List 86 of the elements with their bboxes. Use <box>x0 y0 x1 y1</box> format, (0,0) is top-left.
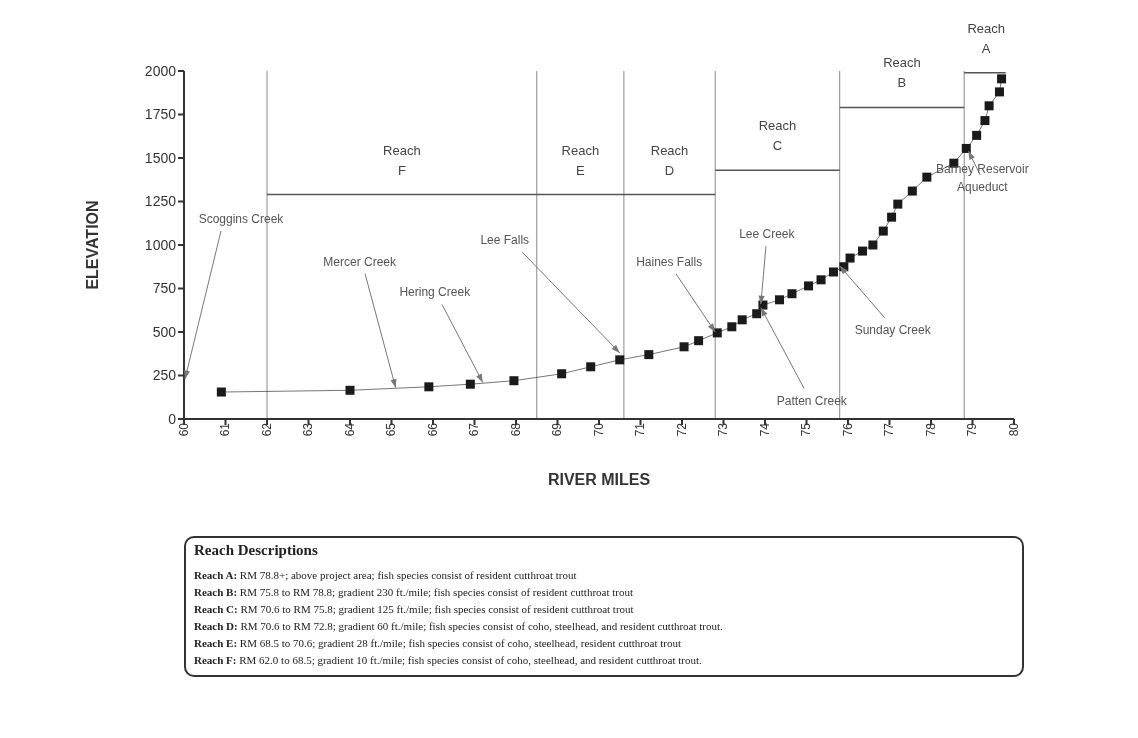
point <box>424 382 434 392</box>
annotation: Reach C <box>758 118 797 153</box>
x-tick-label: 77 <box>882 422 897 437</box>
x-tick-label: 73 <box>716 422 731 437</box>
annotation: Lee Creek <box>739 227 796 242</box>
point <box>804 281 814 291</box>
y-tick-label: 0 <box>168 410 177 427</box>
point <box>828 267 838 277</box>
annotation: Sunday Creek <box>854 322 932 337</box>
x-tick-label: 65 <box>384 422 399 437</box>
annotation: Reach E <box>561 143 600 178</box>
x-axis-title: RIVER MILES <box>547 471 651 488</box>
point <box>878 226 888 236</box>
point <box>922 172 932 182</box>
point <box>775 295 785 305</box>
x-tick-label: 60 <box>176 422 191 437</box>
y-tick-label: 1000 <box>144 236 177 253</box>
x-tick-label: 66 <box>425 422 440 437</box>
x-tick-label: 80 <box>1006 422 1021 437</box>
y-tick-label: 250 <box>152 367 177 384</box>
x-tick-label: 67 <box>467 422 482 437</box>
point <box>961 143 971 153</box>
point <box>845 253 855 263</box>
point <box>679 342 689 352</box>
x-tick-label: 75 <box>799 422 814 437</box>
x-tick-label: 79 <box>965 422 980 437</box>
annotation: Mercer Creek <box>323 254 397 269</box>
point <box>752 309 762 319</box>
annotation: Reach D <box>650 143 689 178</box>
point <box>644 350 654 360</box>
x-tick-label: 74 <box>757 422 772 437</box>
x-tick-label: 78 <box>923 422 938 437</box>
text: Reach B: RM 75.8 to RM 78.8; gradient 230 ft./mile; fish species consist of resident cutthroat trout <box>194 585 635 600</box>
x-tick-label: 62 <box>259 422 274 437</box>
annotation: Barney Reservoir Aqueduct <box>936 162 1029 195</box>
text: Reach C: RM 70.6 to RM 75.8; gradient 125 ft./mile; fish species consist of resident cutthroat trout <box>194 602 635 617</box>
point <box>216 387 226 397</box>
text: Reach Descriptions <box>194 542 319 559</box>
point <box>694 336 704 346</box>
y-tick-label: 1750 <box>144 106 177 123</box>
annotation: Haines Falls <box>636 255 703 269</box>
annotation: Reach B <box>883 55 921 90</box>
annotation: Lee Falls <box>480 232 530 247</box>
point <box>345 385 355 395</box>
point <box>868 240 878 250</box>
point <box>984 101 994 111</box>
x-tick-label: 69 <box>550 422 565 437</box>
x-tick-label: 61 <box>218 422 233 437</box>
x-tick-label: 71 <box>633 422 648 437</box>
y-tick-label: 1500 <box>144 149 177 166</box>
point <box>816 275 826 285</box>
y-axis-title: ELEVATION <box>83 200 101 290</box>
point <box>907 186 917 196</box>
point <box>465 379 475 389</box>
point <box>972 130 982 140</box>
point <box>893 199 903 209</box>
point <box>557 369 567 379</box>
x-tick-label: 64 <box>342 422 357 437</box>
x-tick-label: 68 <box>508 422 523 437</box>
text: Reach E: RM 68.5 to 70.6; gradient 28 ft./mile; fish species consist of coho, steelhead, resident cutthroat trout <box>194 636 682 651</box>
annotation: Hering Creek <box>399 285 472 300</box>
y-tick-label: 1250 <box>144 193 177 210</box>
text: Reach F: RM 62.0 to 68.5; gradient 10 ft./mile; fish species consist of coho, steelhead, and resident cutthroat trout. <box>194 653 703 668</box>
annotation: Scoggins Creek <box>198 212 285 226</box>
text: Reach A <box>967 21 1005 56</box>
y-tick-label: 2000 <box>144 62 177 79</box>
point <box>727 322 737 332</box>
y-tick-label: 750 <box>152 280 177 297</box>
text: Reach A: RM 78.8+; above project area; fish species consist of resident cutthroat trout <box>194 568 578 583</box>
point <box>615 355 625 365</box>
y-tick-label: 500 <box>152 323 177 340</box>
point <box>980 116 990 126</box>
point <box>887 212 897 222</box>
point <box>586 362 596 372</box>
point <box>858 246 868 256</box>
x-tick-label: 72 <box>674 422 689 437</box>
annotation: Patten Creek <box>776 393 848 408</box>
point <box>509 376 519 386</box>
annotation: Reach F <box>383 143 421 178</box>
point <box>737 315 747 325</box>
point <box>787 289 797 299</box>
text: Reach D: RM 70.6 to RM 72.8; gradient 60 ft./mile; fish species consist of coho, steelhead, and resident cutthroat trout. <box>194 619 724 634</box>
point <box>994 87 1004 97</box>
x-tick-label: 63 <box>301 422 316 437</box>
point <box>997 74 1007 84</box>
point <box>712 328 722 338</box>
